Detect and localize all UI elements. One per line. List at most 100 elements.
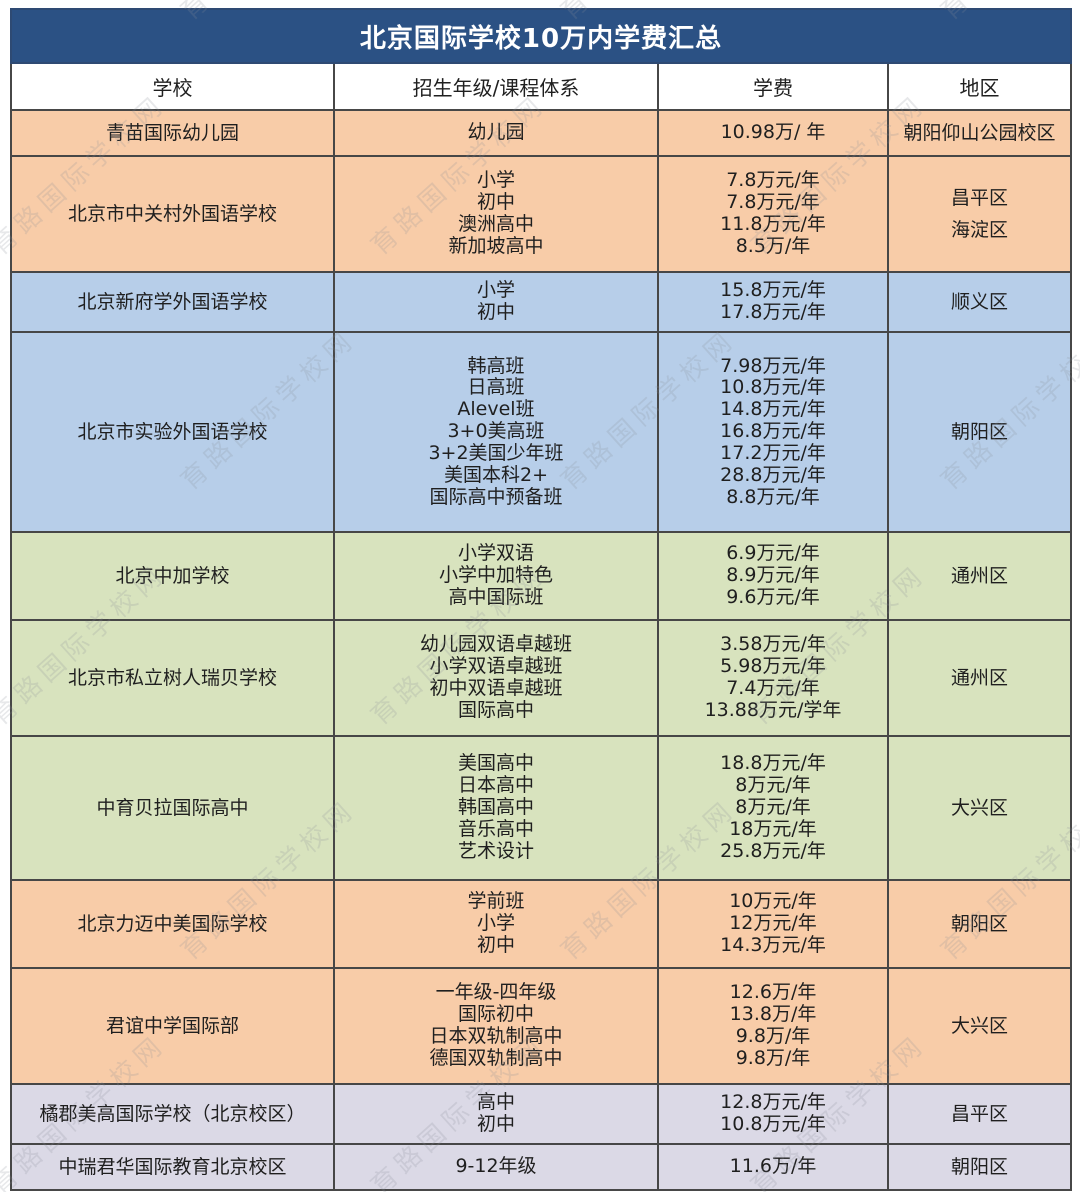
course-line: 初中双语卓越班	[429, 677, 563, 699]
school-name: 中育贝拉国际高中	[96, 796, 249, 819]
course-line: 艺术设计	[457, 839, 534, 862]
district-cell: 大兴区	[887, 735, 1072, 881]
fee-line: 13.8万/年	[729, 1003, 817, 1026]
district-line: 大兴区	[950, 796, 1008, 819]
column-header-tuition: 学费	[657, 62, 889, 111]
district-line: 大兴区	[950, 1014, 1008, 1037]
school-row: 北京市实验外国语学校 韩高班 日高班 Alevel班 3+0美高班 3+2美国少年班 美国本…	[10, 331, 1072, 533]
tuition-cell: 7.98万元/年 10.8万元/年 14.8万元/年 16.8万元/年 17.2万元/年…	[657, 331, 889, 533]
district-cell: 顺义区	[887, 271, 1072, 333]
course-line: 小学	[476, 169, 515, 192]
course-line: 韩高班	[467, 354, 525, 377]
school-name: 北京市私立树人瑞贝学校	[67, 666, 277, 689]
fee-line: 13.88万元/学年	[704, 698, 842, 721]
course-line: 日本高中	[457, 774, 534, 797]
school-row: 北京力迈中美国际学校 学前班 小学 初中 10万元/年 12万元/年 14.3万元/年 朝阳区	[10, 879, 1072, 969]
tuition-cell: 10万元/年 12万元/年 14.3万元/年	[657, 879, 889, 969]
school-name-cell: 青苗国际幼儿园	[10, 109, 335, 157]
table-body: 青苗国际幼儿园 幼儿园 10.98万/ 年朝阳仰山公园校区 北京市中关村外国语学校 小学…	[10, 109, 1072, 1191]
course-line: 音乐高中	[457, 817, 534, 840]
district-line: 通州区	[950, 564, 1008, 587]
course-line: 国际高中	[457, 698, 534, 721]
school-row: 北京市私立树人瑞贝学校 幼儿园双语卓越班 小学双语卓越班 初中双语卓越班 国际高中 3.5…	[10, 619, 1072, 737]
course-line: 国际高中预备班	[429, 485, 563, 508]
district-cell: 朝阳区	[887, 879, 1072, 969]
fee-line: 14.3万元/年	[720, 933, 826, 956]
tuition-cell: 7.8万元/年 7.8万元/年 11.8万元/年 8.5万/年	[657, 155, 889, 273]
course-line: 德国双轨制高中	[429, 1046, 563, 1069]
district-line: 朝阳区	[950, 912, 1008, 935]
course-line: 美国本科2+	[443, 463, 548, 486]
tuition-cell: 15.8万元/年 17.8万元/年	[657, 271, 889, 333]
fee-line: 12.8万元/年	[720, 1091, 826, 1114]
district-line: 朝阳区	[950, 420, 1008, 443]
district-line: 昌平区	[950, 1102, 1008, 1125]
school-name-cell: 北京市实验外国语学校	[10, 331, 335, 533]
school-row: 中育贝拉国际高中 美国高中 日本高中 韩国高中 音乐高中 艺术设计 18.8万元/年 8万元/…	[10, 735, 1072, 881]
column-header-district: 地区	[887, 62, 1072, 111]
district-line: 朝阳仰山公园校区	[903, 121, 1056, 144]
course-line: 小学	[476, 912, 515, 935]
course-line: 小学	[476, 279, 515, 302]
school-name: 北京市实验外国语学校	[77, 420, 268, 443]
fee-line: 10.8万元/年	[720, 1113, 826, 1135]
school-name-cell: 北京新府学外国语学校	[10, 271, 335, 333]
course-line: 日高班	[467, 376, 525, 399]
fee-line: 10万元/年	[729, 890, 817, 913]
courses-cell: 高中 初中	[333, 1083, 659, 1145]
fee-line: 28.8万元/年	[720, 463, 826, 486]
courses-cell: 美国高中 日本高中 韩国高中 音乐高中 艺术设计	[333, 735, 659, 881]
fee-line: 17.2万元/年	[720, 441, 826, 464]
fee-line: 11.6万/年	[729, 1155, 817, 1178]
district-cell: 通州区	[887, 619, 1072, 737]
fee-line: 10.98万/ 年	[720, 121, 826, 144]
courses-cell: 幼儿园双语卓越班 小学双语卓越班 初中双语卓越班 国际高中	[333, 619, 659, 737]
courses-cell: 学前班 小学 初中	[333, 879, 659, 969]
courses-cell: 韩高班 日高班 Alevel班 3+0美高班 3+2美国少年班 美国本科2+ 国际高中预备班	[333, 331, 659, 533]
school-name-cell: 北京市中关村外国语学校	[10, 155, 335, 273]
course-line: 澳洲高中	[457, 213, 534, 235]
school-name: 北京新府学外国语学校	[77, 290, 268, 313]
school-row: 北京中加学校 小学双语 小学中加特色 高中国际班 6.9万元/年 8.9万元/年 9.6万元…	[10, 531, 1072, 621]
school-name-cell: 北京中加学校	[10, 531, 335, 621]
school-name-cell: 中育贝拉国际高中	[10, 735, 335, 881]
courses-cell: 幼儿园	[333, 109, 659, 157]
fee-line: 7.98万元/年	[720, 354, 826, 377]
course-line: 小学双语	[457, 542, 534, 565]
district-line: 通州区	[950, 666, 1008, 689]
district-line: 顺义区	[950, 290, 1008, 313]
district-cell: 昌平区 海淀区	[887, 155, 1072, 273]
course-line: 初中	[476, 1113, 515, 1135]
school-name: 中瑞君华国际教育北京校区	[58, 1155, 287, 1178]
course-line: 美国高中	[457, 752, 534, 775]
course-line: 日本双轨制高中	[429, 1025, 563, 1047]
column-header-school: 学校	[10, 62, 335, 111]
fee-line: 11.8万元/年	[720, 213, 826, 235]
column-header-row: 学校 招生年级/课程体系 学费 地区	[10, 62, 1072, 111]
course-line: 幼儿园双语卓越班	[419, 633, 572, 656]
school-name: 青苗国际幼儿园	[105, 121, 239, 144]
district-cell: 昌平区	[887, 1083, 1072, 1145]
fee-line: 8万元/年	[735, 796, 811, 819]
district-cell: 朝阳区	[887, 1143, 1072, 1191]
course-line: 小学双语卓越班	[429, 655, 563, 678]
school-row: 君谊中学国际部 一年级-四年级 国际初中 日本双轨制高中 德国双轨制高中 12.6万/年 1…	[10, 967, 1072, 1085]
school-row: 中瑞君华国际教育北京校区 9-12年级 11.6万/年 朝阳区	[10, 1143, 1072, 1191]
fee-line: 7.8万元/年	[726, 169, 820, 192]
fee-line: 9.6万元/年	[726, 585, 820, 608]
fee-line: 12.6万/年	[729, 981, 817, 1004]
course-line: 学前班	[467, 890, 525, 913]
course-line: 高中	[476, 1091, 515, 1114]
school-name-cell: 中瑞君华国际教育北京校区	[10, 1143, 335, 1191]
fee-line: 14.8万元/年	[720, 398, 826, 421]
tuition-cell: 18.8万元/年 8万元/年 8万元/年 18万元/年 25.8万元/年	[657, 735, 889, 881]
courses-cell: 一年级-四年级 国际初中 日本双轨制高中 德国双轨制高中	[333, 967, 659, 1085]
district-cell: 朝阳区	[887, 331, 1072, 533]
fee-line: 8万元/年	[735, 774, 811, 797]
course-line: 幼儿园	[467, 121, 525, 144]
school-name: 北京中加学校	[115, 564, 230, 587]
fee-line: 7.4万元/年	[726, 677, 820, 699]
title-row: 北京国际学校10万内学费汇总	[10, 8, 1072, 64]
fee-line: 16.8万元/年	[720, 420, 826, 443]
school-row: 青苗国际幼儿园 幼儿园 10.98万/ 年 朝阳仰山公园校区	[10, 109, 1072, 157]
